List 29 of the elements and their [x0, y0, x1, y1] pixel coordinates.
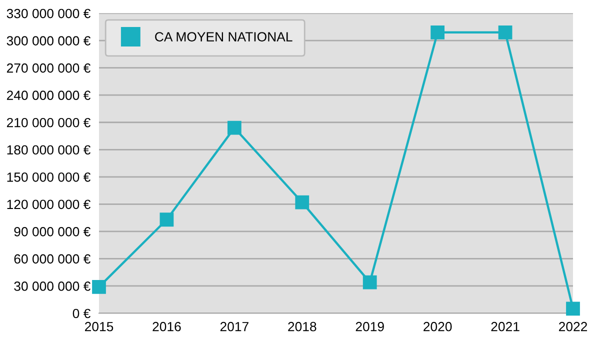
x-tick-label: 2017	[220, 322, 248, 332]
point	[430, 25, 445, 40]
y-tick-label: 240 000 000 €	[6, 90, 90, 100]
y-tick-label: 210 000 000 €	[6, 118, 90, 128]
x-tick-label: 2020	[424, 322, 452, 332]
point	[498, 25, 512, 40]
y-tick-label: 150 000 000 €	[7, 172, 90, 182]
legend-label: CA MOYEN NATIONAL	[155, 32, 292, 42]
point	[295, 195, 310, 210]
point	[566, 302, 580, 316]
x-tick-label: 2019	[356, 322, 384, 332]
x-tick-label: 2022	[558, 322, 588, 332]
x-tick-label: 2018	[288, 322, 316, 332]
y-tick-label: 270 000 000 €	[6, 63, 90, 73]
x-tick-label: 2021	[491, 322, 520, 332]
point	[227, 120, 242, 135]
point	[160, 212, 174, 227]
y-tick-label: 120 000 000 €	[7, 200, 90, 210]
point	[92, 280, 106, 294]
y-tick-label: 60 000 000 €	[14, 254, 90, 264]
x-tick-label: 2016	[152, 322, 181, 332]
y-tick-label: 330 000 000 €	[6, 8, 90, 18]
point	[362, 275, 377, 290]
y-tick-label: 300 000 000 €	[6, 36, 90, 46]
y-tick-label: 0 €	[72, 308, 90, 318]
y-tick-label: 180 000 000 €	[7, 145, 90, 155]
y-tick-label: 90 000 000 €	[14, 227, 90, 236]
x-tick-label: 2015	[84, 322, 114, 332]
y-tick-label: 30 000 000 €	[14, 282, 90, 291]
